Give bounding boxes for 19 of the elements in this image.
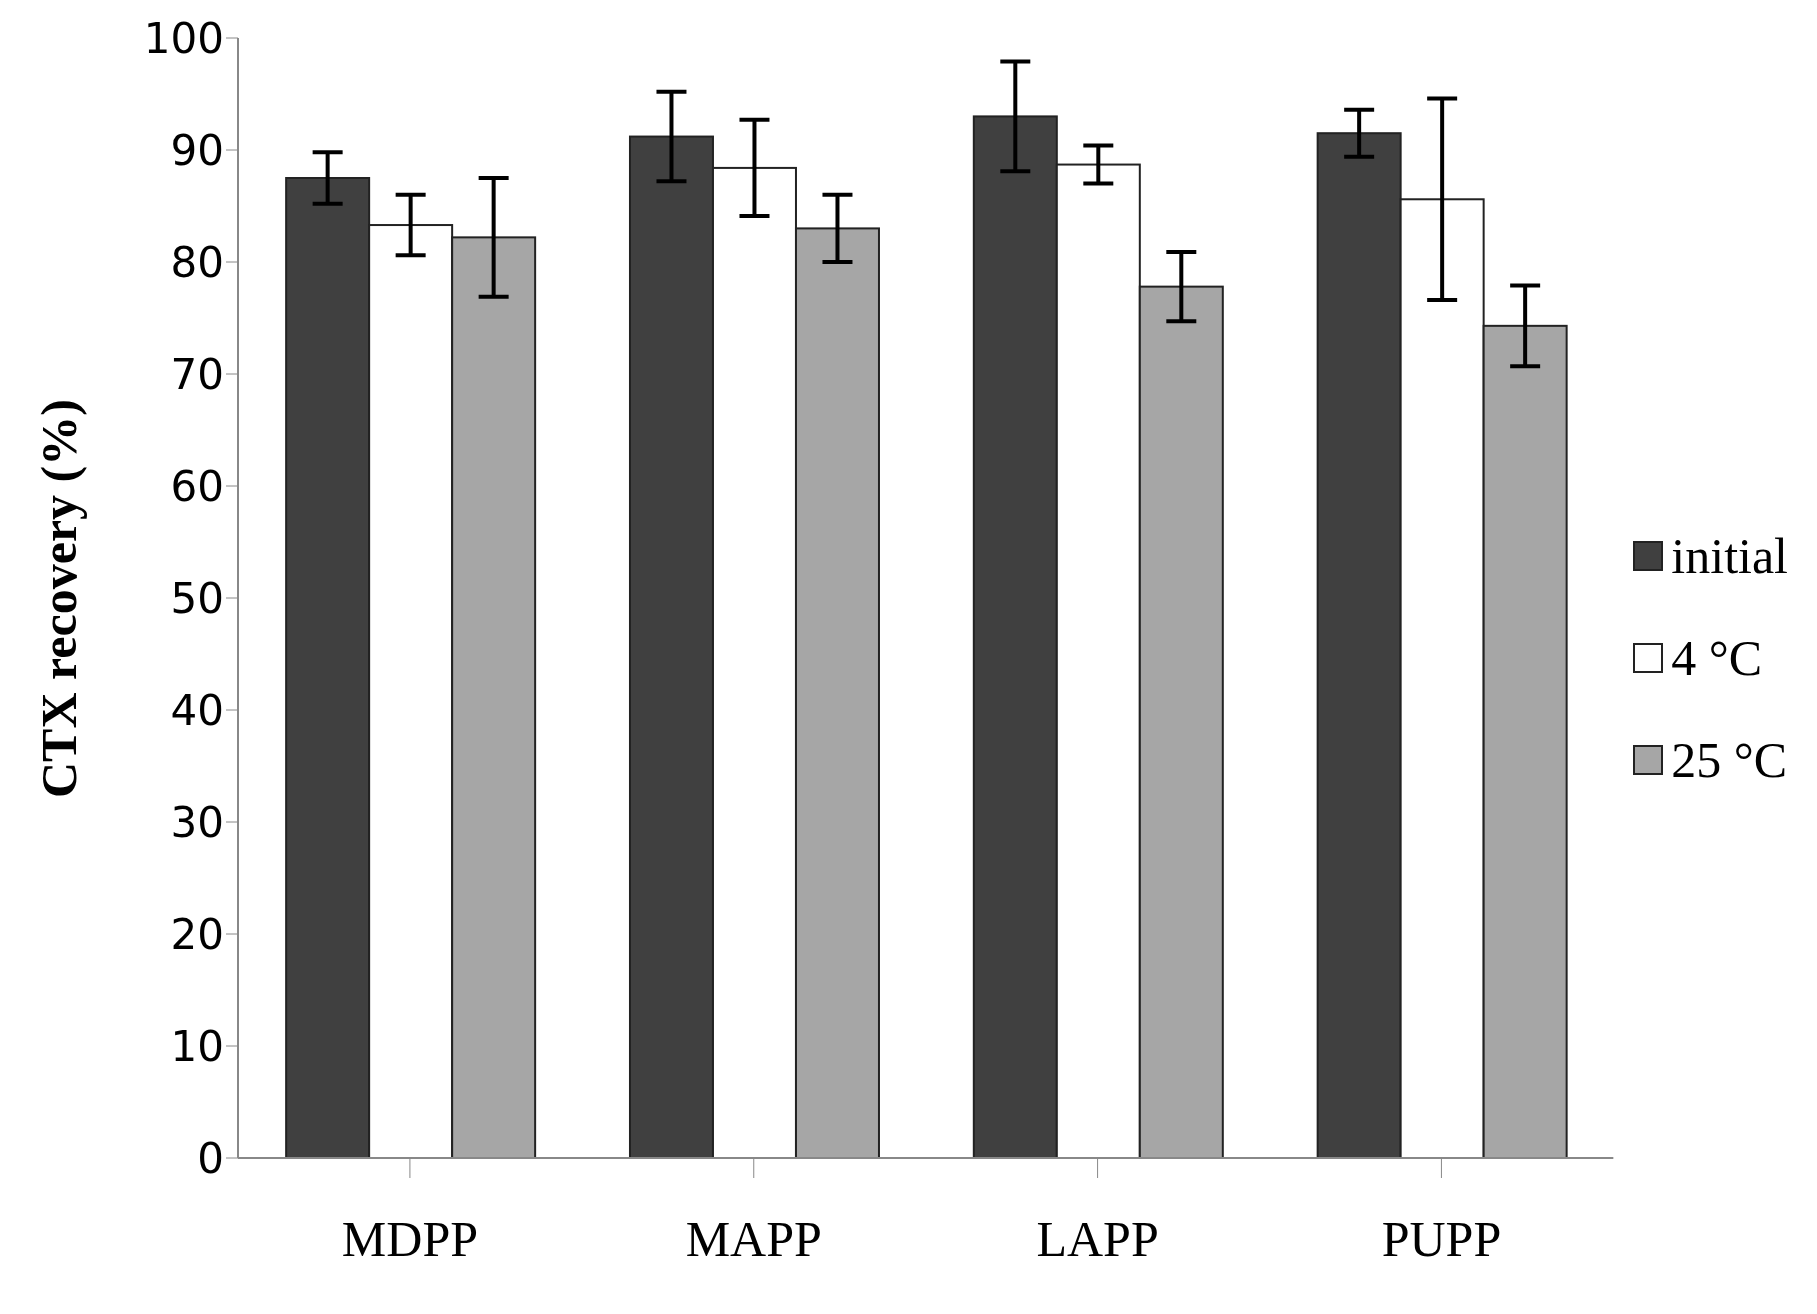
y-tick-label: 70 xyxy=(170,349,224,399)
y-tick-label: 40 xyxy=(170,685,224,735)
y-tick-label: 60 xyxy=(170,461,224,511)
x-tick-label: MAPP xyxy=(685,1210,822,1267)
y-tick-label: 80 xyxy=(170,237,224,287)
legend-label: 4 °C xyxy=(1671,629,1763,687)
y-tick-label: 50 xyxy=(170,573,224,623)
y-tick-label: 0 xyxy=(197,1133,224,1183)
legend-label: 25 °C xyxy=(1671,731,1788,789)
x-tick-label: MDPP xyxy=(341,1210,479,1267)
y-tick-label: 10 xyxy=(170,1021,224,1071)
y-tick-label: 100 xyxy=(143,13,224,63)
y-axis-title: CTX recovery (%) xyxy=(30,399,87,798)
x-tick-label: PUPP xyxy=(1381,1210,1502,1267)
y-tick-label: 90 xyxy=(170,125,224,175)
y-tick-label: 20 xyxy=(170,909,224,959)
x-tick-label: LAPP xyxy=(1036,1210,1159,1267)
y-tick-label: 30 xyxy=(170,797,224,847)
legend-label: initial xyxy=(1671,527,1788,585)
